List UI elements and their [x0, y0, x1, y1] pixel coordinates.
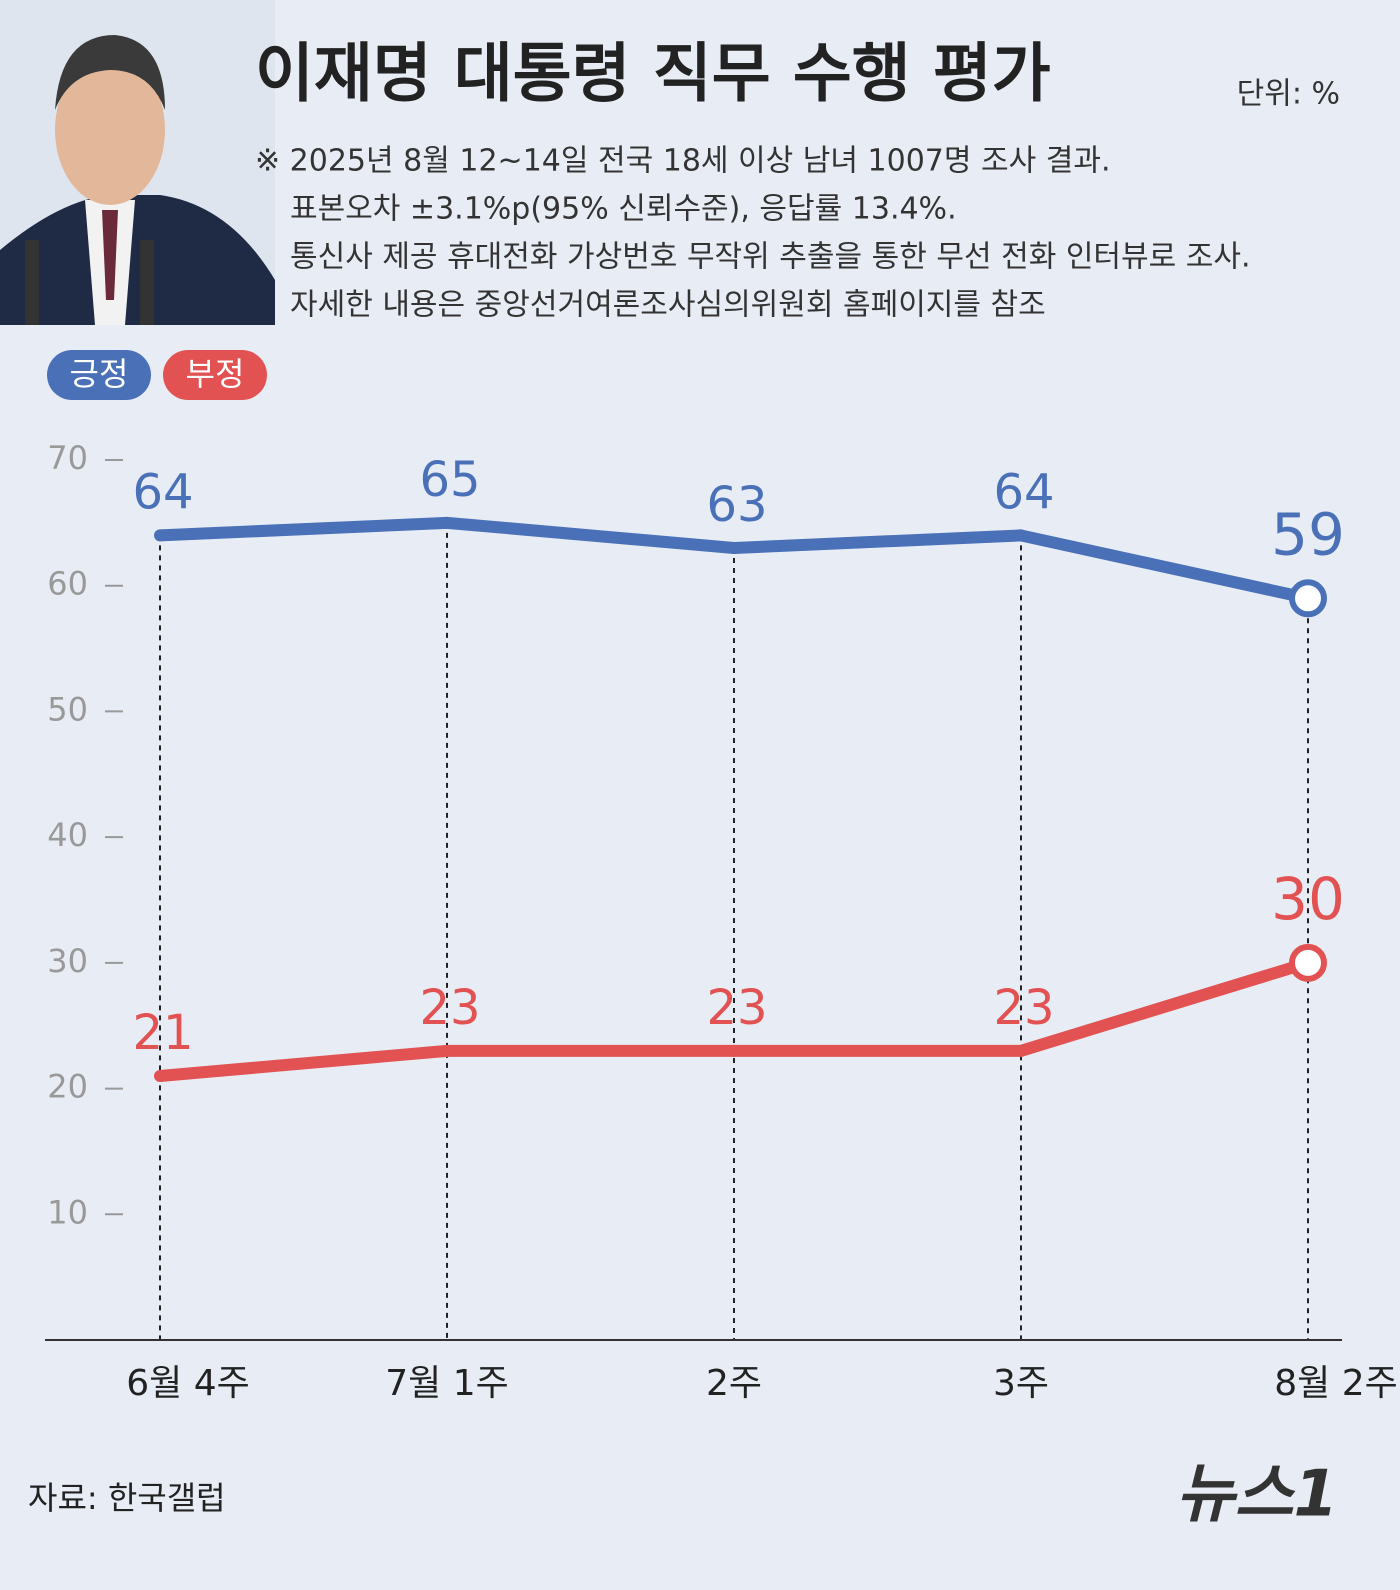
source: 자료: 한국갤럽 [28, 1479, 226, 1517]
point [1015, 529, 1027, 542]
note: 표본오차 ±3.1%p(95% 신뢰수준), 응답률 13.4%. [290, 192, 957, 227]
point [154, 529, 166, 542]
point [441, 516, 453, 529]
data-label: 63 [706, 477, 767, 533]
legend-pill [163, 350, 267, 400]
title: 이재명 대통령 직무 수행 평가 [255, 38, 1051, 112]
legend-label: 긍정 [70, 355, 129, 393]
point [154, 1070, 166, 1082]
legend-pill [47, 350, 151, 400]
point [441, 1044, 453, 1057]
data-label: 23 [419, 980, 480, 1036]
data-label: 21 [132, 1005, 193, 1061]
data-label: 23 [706, 980, 767, 1036]
y-tick-label: 10 [47, 1193, 88, 1231]
y-tick-label: 20 [47, 1068, 88, 1106]
x-tick-label: 8월 2주 [1274, 1363, 1398, 1404]
legend-label: 부정 [186, 355, 245, 393]
note: 통신사 제공 휴대전화 가상번호 무작위 추출을 통한 무선 전화 인터뷰로 조… [290, 240, 1251, 275]
point [728, 542, 740, 554]
point [1289, 943, 1327, 982]
photo [0, 0, 275, 325]
x-tick-label: 7월 1주 [385, 1363, 509, 1404]
point [1289, 579, 1327, 618]
y-tick-label: 60 [47, 565, 88, 603]
note: ※ 2025년 8월 12~14일 전국 18세 이상 남녀 1007명 조사 … [255, 144, 1110, 179]
y-tick-label: 70 [47, 439, 88, 477]
data-label: 64 [993, 464, 1054, 520]
data-label: 30 [1271, 865, 1345, 933]
unit: 단위: % [1237, 77, 1340, 112]
x-tick-label: 2주 [706, 1363, 762, 1404]
note: 자세한 내용은 중앙선거여론조사심의위원회 홈페이지를 참조 [290, 288, 1046, 323]
y-tick-label: 40 [47, 816, 88, 854]
point [1015, 1044, 1027, 1057]
data-label: 64 [132, 464, 193, 520]
y-tick-label: 30 [47, 942, 88, 980]
data-label: 23 [993, 980, 1054, 1036]
point [728, 1044, 740, 1057]
data-label: 59 [1271, 500, 1345, 568]
data-label: 65 [419, 452, 480, 508]
x-tick-label: 3주 [993, 1363, 1049, 1404]
y-tick-label: 50 [47, 690, 88, 728]
x-tick-label: 6월 4주 [126, 1363, 250, 1404]
logo: 뉴스1 [1176, 1458, 1338, 1532]
